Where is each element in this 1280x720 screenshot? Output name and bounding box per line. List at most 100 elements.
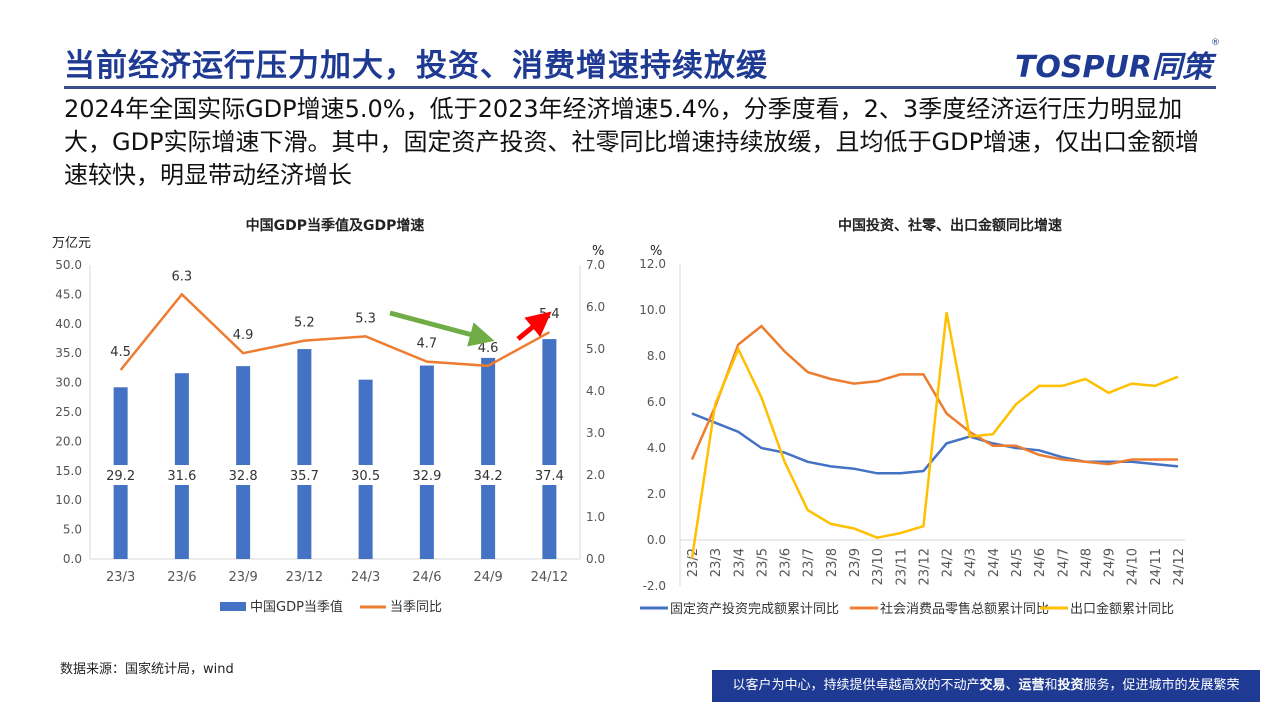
line-data-label: 4.9 xyxy=(233,328,254,343)
bar-label-bg xyxy=(100,465,141,485)
chart-title: 中国GDP当季值及GDP增速 xyxy=(246,217,425,234)
y-tick-label: 20.0 xyxy=(55,434,82,448)
line-data-label: 6.3 xyxy=(172,269,193,284)
x-tick-label: 24/8 xyxy=(1079,548,1094,577)
line-data-label: 4.6 xyxy=(478,341,499,356)
series-line xyxy=(690,324,1178,466)
y-tick-label: 45.0 xyxy=(55,287,82,301)
y2-axis-label: % xyxy=(592,244,604,259)
bar-data-label: 34.2 xyxy=(474,469,503,484)
x-tick-label: 24/3 xyxy=(351,570,380,585)
x-tick-label: 24/12 xyxy=(531,570,568,585)
page-title: 当前经济运行压力加大，投资、消费增速持续放缓 xyxy=(64,48,768,84)
bar-label-bg xyxy=(529,465,570,485)
y2-tick-label: 0.0 xyxy=(586,552,605,566)
y-tick-label: 50.0 xyxy=(55,258,82,272)
green-arrow xyxy=(389,310,495,347)
gdp-bar xyxy=(481,357,496,559)
x-tick-label: 23/8 xyxy=(825,548,840,577)
y-tick-label: 10.0 xyxy=(639,303,666,317)
x-tick-label: 23/3 xyxy=(106,570,135,585)
line-data-label: 5.4 xyxy=(539,307,560,322)
line-data-label: 4.7 xyxy=(417,337,438,352)
growth-chart: 中国投资、社零、出口金额同比增速% -2.0 0.0 2.0 4.0 6.0 8.0 10.0… xyxy=(639,217,1187,617)
x-tick-label: 23/9 xyxy=(229,570,258,585)
x-tick-label: 24/4 xyxy=(987,548,1002,577)
y-tick-label: 8.0 xyxy=(647,349,666,363)
gdp-bar xyxy=(236,366,251,559)
x-tick-label: 23/12 xyxy=(286,570,323,585)
x-tick-label: 24/12 xyxy=(1172,548,1187,585)
y-tick-label: 0.0 xyxy=(63,552,82,566)
y2-tick-label: 4.0 xyxy=(586,384,605,398)
y-tick-label: 15.0 xyxy=(55,464,82,478)
y-axis-label: % xyxy=(650,244,662,259)
y-tick-label: 6.0 xyxy=(647,395,666,409)
y2-tick-label: 7.0 xyxy=(586,258,605,272)
bar-label-bg xyxy=(345,465,386,485)
y-tick-label: 25.0 xyxy=(55,405,82,419)
bar-label-bg xyxy=(223,465,264,485)
x-tick-label: 24/7 xyxy=(1056,548,1071,577)
series-line xyxy=(690,312,1179,559)
data-source: 数据来源：国家统计局，wind xyxy=(60,662,234,677)
red-arrow xyxy=(516,311,552,341)
y-tick-label: 0.0 xyxy=(647,533,666,547)
bar-label-bg xyxy=(406,465,447,485)
x-tick-label: 24/9 xyxy=(474,570,503,585)
x-tick-label: 23/4 xyxy=(732,548,747,577)
y2-tick-label: 3.0 xyxy=(586,426,605,440)
legend-label: 出口金额累计同比 xyxy=(1070,601,1174,617)
legend-swatch-bar xyxy=(220,602,246,611)
line-data-label: 5.3 xyxy=(355,311,376,326)
footer-text: 以客户为中心，持续提供卓越高效的不动产 xyxy=(732,678,980,693)
summary-text: 2024年全国实际GDP增速5.0%，低于2023年经济增速5.4%，分季度看，… xyxy=(64,95,1200,189)
legend-label: 固定资产投资完成额累计同比 xyxy=(670,601,839,617)
y-tick-label: 10.0 xyxy=(55,493,82,507)
bar-label-bg xyxy=(468,465,509,485)
bar-data-label: 37.4 xyxy=(535,469,564,484)
x-tick-label: 23/6 xyxy=(779,548,794,577)
x-tick-label: 24/6 xyxy=(412,570,441,585)
y2-tick-label: 5.0 xyxy=(586,342,605,356)
footer-banner: 以客户为中心，持续提供卓越高效的不动产交易、运营和投资服务，促进城市的发展繁荣 xyxy=(712,670,1260,702)
bar-label-bg xyxy=(284,465,325,485)
y-tick-label: 30.0 xyxy=(55,376,82,390)
footer-bold: 运营 xyxy=(1018,678,1045,693)
gdp-bar xyxy=(419,365,434,559)
y-axis-label: 万亿元 xyxy=(52,236,91,251)
legend-label: 当季同比 xyxy=(390,600,442,615)
bar-data-label: 29.2 xyxy=(106,469,135,484)
footer-text: 服务，促进城市的发展繁荣 xyxy=(1083,678,1240,693)
y2-tick-label: 2.0 xyxy=(586,468,605,482)
bar-label-bg xyxy=(161,465,202,485)
x-tick-label: 23/11 xyxy=(894,548,909,585)
footer-text: 、 xyxy=(1005,678,1019,693)
x-tick-label: 23/6 xyxy=(167,570,196,585)
x-tick-label: 23/9 xyxy=(848,548,863,577)
registered-mark: ® xyxy=(1211,38,1220,48)
y-tick-label: 2.0 xyxy=(647,487,666,501)
footer-bold: 投资 xyxy=(1057,678,1084,693)
growth-line xyxy=(119,292,550,371)
y-tick-label: 4.0 xyxy=(647,441,666,455)
line-data-label: 4.5 xyxy=(110,345,131,360)
x-tick-label: 23/3 xyxy=(709,548,724,577)
x-tick-label: 23/5 xyxy=(755,548,770,577)
bar-data-label: 32.8 xyxy=(229,469,258,484)
bar-data-label: 35.7 xyxy=(290,469,319,484)
bar-data-label: 31.6 xyxy=(167,469,196,484)
chart-title: 中国投资、社零、出口金额同比增速 xyxy=(838,217,1062,234)
legend-label: 社会消费品零售总额累计同比 xyxy=(880,601,1049,617)
gdp-bar xyxy=(542,339,557,559)
x-tick-label: 24/6 xyxy=(1033,548,1048,577)
x-tick-label: 24/5 xyxy=(1010,548,1025,577)
title-divider xyxy=(64,86,1216,89)
x-tick-label: 23/7 xyxy=(802,548,817,577)
bar-data-label: 30.5 xyxy=(351,469,380,484)
x-tick-label: 24/2 xyxy=(941,548,956,577)
y-tick-label: 12.0 xyxy=(639,257,666,271)
y-tick-label: -2.0 xyxy=(643,579,666,593)
bar-data-label: 32.9 xyxy=(412,469,441,484)
